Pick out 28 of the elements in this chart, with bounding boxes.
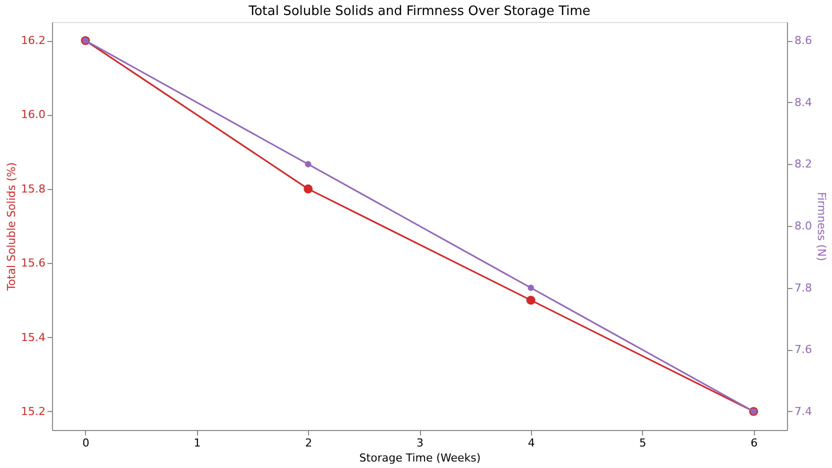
- y2-tick-label: 8.0: [794, 220, 812, 232]
- y2-axis-title: Firmness (N): [814, 192, 828, 262]
- point: [526, 296, 536, 305]
- x-tick-label: 5: [639, 436, 646, 450]
- point: [304, 184, 313, 194]
- y2-tick-label: 7.8: [794, 281, 812, 294]
- x-tick-label: 2: [305, 436, 312, 450]
- x-tick-label: 0: [82, 436, 90, 450]
- y-tick-label: 16.2: [21, 34, 46, 48]
- y2-tick-label: 8.4: [794, 96, 812, 109]
- point: [528, 284, 534, 291]
- y2-tick-label: 8.2: [794, 158, 812, 171]
- x-tick-label: 3: [416, 436, 424, 450]
- y-tick-label: 15.2: [21, 404, 46, 418]
- y-tick-label: 15.8: [21, 182, 46, 196]
- x-tick-label: 1: [194, 436, 201, 450]
- point: [304, 161, 312, 168]
- chart-title: Total Soluble Solids and Firmness Over Storage Time: [248, 4, 590, 19]
- y-axis-title: Total Soluble Solids (%): [5, 162, 18, 292]
- x-axis-title: Storage Time (Weeks): [359, 452, 481, 464]
- y2-tick-label: 7.4: [794, 404, 812, 418]
- y-tick-label: 15.6: [21, 256, 46, 270]
- y2-tick-label: 8.6: [794, 34, 812, 48]
- y2-tick-label: 7.6: [794, 343, 812, 356]
- y-tick-label: 15.4: [21, 330, 46, 344]
- x-tick-label: 6: [750, 436, 758, 450]
- y-tick-label: 16.0: [21, 108, 46, 122]
- x-tick-label: 4: [528, 436, 535, 450]
